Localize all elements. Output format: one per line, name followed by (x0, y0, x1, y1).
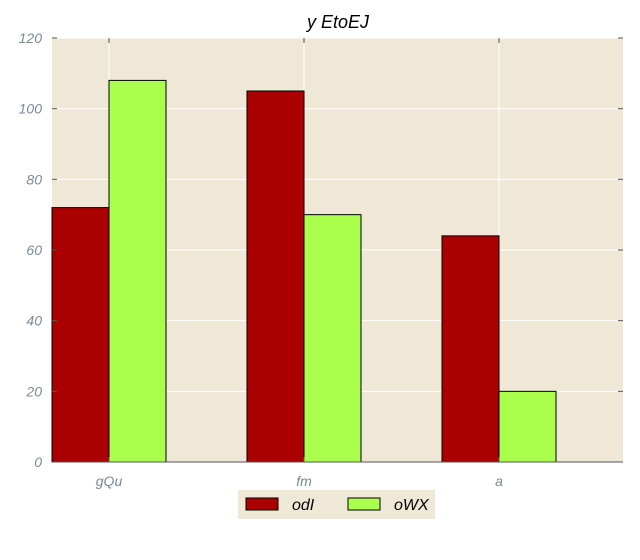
bar-oWX-a (499, 391, 556, 462)
x-tick-label: a (495, 473, 503, 489)
y-tick-label: 120 (19, 30, 43, 46)
bar-odI-fm (247, 91, 304, 462)
legend: odI oWX (238, 490, 435, 519)
legend-label-oWX: oWX (394, 497, 430, 514)
y-tick-label: 40 (26, 313, 42, 329)
chart-title: y EtoEJ (305, 12, 370, 32)
y-tick-label: 20 (25, 383, 42, 399)
legend-swatch-odI (246, 498, 278, 510)
legend-swatch-oWX (348, 498, 380, 510)
x-tick-label: gQu (96, 473, 123, 489)
y-tick-label: 100 (19, 101, 43, 117)
y-tick-label: 0 (34, 454, 42, 470)
bar-odI-a (442, 236, 499, 462)
bar-oWX-fm (304, 215, 361, 462)
bar-odI-gQu (52, 208, 109, 462)
bar-oWX-gQu (109, 80, 166, 462)
x-tick-label: fm (296, 473, 312, 489)
y-tick-label: 60 (26, 242, 42, 258)
legend-label-odI: odI (292, 497, 315, 514)
y-tick-label: 80 (26, 171, 42, 187)
